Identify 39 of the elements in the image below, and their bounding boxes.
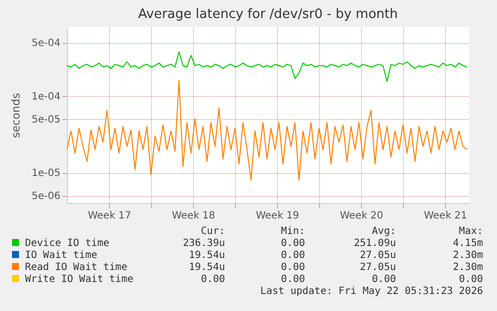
text: 0.00 bbox=[370, 274, 396, 286]
text: 0.00 bbox=[280, 238, 305, 250]
chart-title: Average latency for /dev/sr0 - by month bbox=[138, 7, 398, 22]
text: 2.30m bbox=[452, 250, 483, 262]
text: Min: bbox=[280, 226, 305, 238]
y-tick-label: 5e-06 bbox=[32, 191, 60, 202]
text: 19.54u bbox=[188, 262, 225, 274]
text: 27.05u bbox=[358, 262, 396, 274]
line-series bbox=[66, 80, 468, 180]
text: 0.00 bbox=[280, 274, 305, 286]
y-tick-label: 1e-05 bbox=[32, 168, 60, 180]
y-tick-label: 1e-04 bbox=[32, 92, 60, 103]
legend-label: Device IO time bbox=[24, 238, 110, 250]
x-tick-label: Week 19 bbox=[256, 210, 300, 222]
text: Last update: Fri May 22 05:31:23 2026 bbox=[259, 286, 484, 297]
text: 4.15m bbox=[452, 238, 483, 250]
text: 27.05u bbox=[358, 250, 396, 262]
y-axis-title: seconds bbox=[10, 92, 23, 138]
x-tick-label: Week 17 bbox=[88, 210, 132, 222]
y-tick-label: 5e-05 bbox=[32, 114, 60, 126]
line-series bbox=[66, 51, 468, 82]
legend-label: IO Wait time bbox=[24, 250, 98, 262]
text: 19.54u bbox=[188, 250, 225, 262]
text: 0.00 bbox=[280, 262, 305, 274]
text: 0.00 bbox=[280, 250, 305, 262]
text: 236.39u bbox=[182, 238, 225, 250]
x-tick-label: Week 20 bbox=[340, 210, 384, 222]
text: Cur: bbox=[200, 226, 225, 238]
text: 0.00 bbox=[200, 274, 225, 286]
text: 2.30m bbox=[452, 262, 483, 274]
legend-label: Write IO Wait time bbox=[24, 274, 134, 286]
x-tick-label: Week 18 bbox=[172, 210, 216, 222]
text: 251.09u bbox=[352, 238, 396, 250]
text: 0.00 bbox=[458, 274, 483, 286]
x-tick-label: Week 21 bbox=[424, 210, 468, 222]
legend-label: Read IO Wait time bbox=[24, 262, 128, 274]
y-tick-label: 5e-04 bbox=[32, 38, 60, 50]
text: Avg: bbox=[370, 226, 396, 238]
text: Max: bbox=[458, 226, 483, 238]
